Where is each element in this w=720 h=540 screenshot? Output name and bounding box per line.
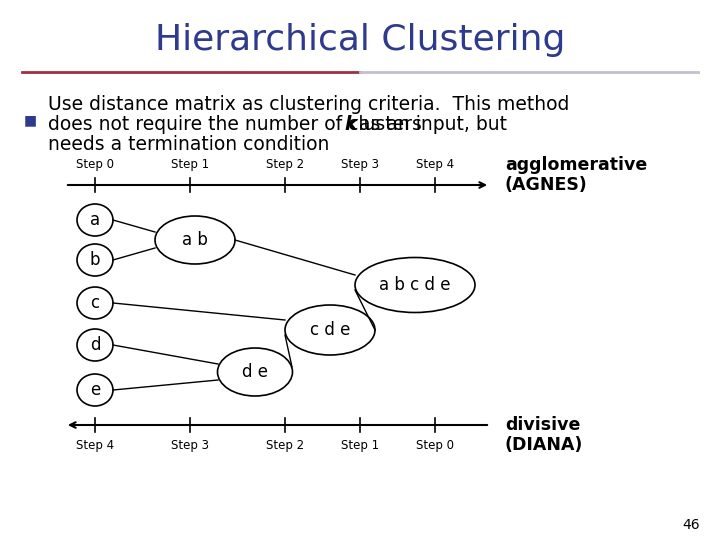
Text: c d e: c d e <box>310 321 350 339</box>
Text: as an input, but: as an input, but <box>353 116 507 134</box>
Text: Step 4: Step 4 <box>416 158 454 171</box>
Text: e: e <box>90 381 100 399</box>
Text: does not require the number of clusters: does not require the number of clusters <box>48 116 428 134</box>
Text: Step 4: Step 4 <box>76 439 114 452</box>
Text: Step 0: Step 0 <box>76 158 114 171</box>
Text: needs a termination condition: needs a termination condition <box>48 136 329 154</box>
Text: c: c <box>91 294 99 312</box>
Text: Step 1: Step 1 <box>171 158 209 171</box>
Text: Step 2: Step 2 <box>266 439 304 452</box>
Text: Step 2: Step 2 <box>266 158 304 171</box>
Text: Step 3: Step 3 <box>341 158 379 171</box>
Text: Hierarchical Clustering: Hierarchical Clustering <box>155 23 565 57</box>
Text: agglomerative
(AGNES): agglomerative (AGNES) <box>505 156 647 194</box>
Text: b: b <box>90 251 100 269</box>
Text: k: k <box>344 116 356 134</box>
Text: a b c d e: a b c d e <box>379 276 451 294</box>
Text: ■: ■ <box>24 113 37 127</box>
Text: d: d <box>90 336 100 354</box>
Text: d e: d e <box>242 363 268 381</box>
Text: Use distance matrix as clustering criteria.  This method: Use distance matrix as clustering criter… <box>48 96 570 114</box>
Text: Step 1: Step 1 <box>341 439 379 452</box>
Text: a b: a b <box>182 231 208 249</box>
Text: Step 3: Step 3 <box>171 439 209 452</box>
Text: a: a <box>90 211 100 229</box>
Text: divisive
(DIANA): divisive (DIANA) <box>505 416 583 454</box>
Text: 46: 46 <box>683 518 700 532</box>
Text: Step 0: Step 0 <box>416 439 454 452</box>
